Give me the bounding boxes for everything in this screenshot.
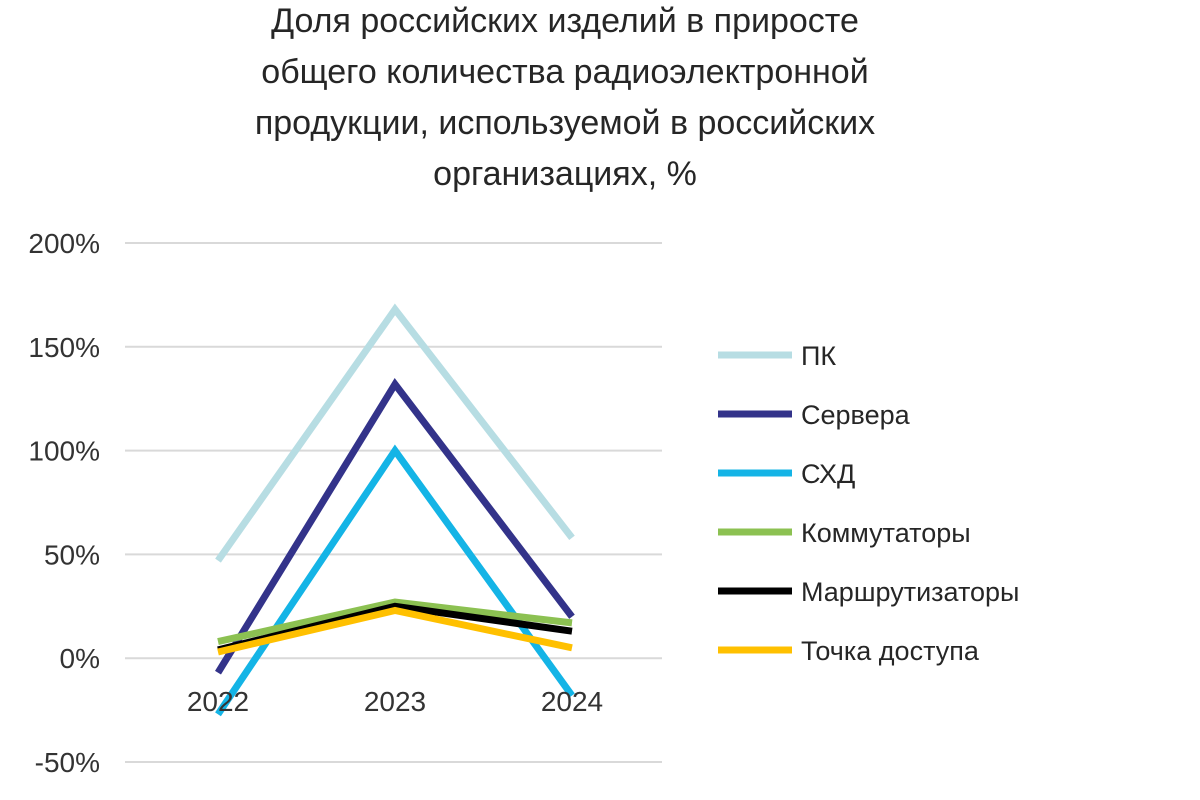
series-lines xyxy=(215,303,575,717)
legend-label: Точка доступа xyxy=(801,636,980,666)
chart-title-line: продукции, используемой в российских xyxy=(255,104,875,142)
y-tick-label: 200% xyxy=(28,228,100,259)
series-line-4 xyxy=(217,598,573,646)
y-axis-ticks: -50% 0% 50% 100% 150% 200% xyxy=(28,228,100,778)
series-line-2 xyxy=(215,378,575,675)
series-line-1 xyxy=(215,303,575,563)
x-tick-label: 2022 xyxy=(187,686,249,717)
chart-title-line: организациях, % xyxy=(433,155,697,193)
legend: ПК Сервера СХД Коммутаторы Маршрутизаторы Точ… xyxy=(718,341,1019,666)
y-tick-label: 50% xyxy=(44,539,100,570)
chart-title: Доля российских изделий в приросте общего… xyxy=(255,2,875,193)
chart-title-line: общего количества радиоэлектронной xyxy=(261,53,868,91)
x-tick-label: 2023 xyxy=(364,686,426,717)
x-tick-label: 2024 xyxy=(541,686,603,717)
y-tick-label: -50% xyxy=(35,747,100,778)
y-tick-label: 150% xyxy=(28,332,100,363)
x-axis-ticks: 2022 2023 2024 xyxy=(187,686,603,717)
chart-title-line: Доля российских изделий в приросте xyxy=(271,2,859,40)
legend-label: Сервера xyxy=(801,400,911,430)
legend-label: Маршрутизаторы xyxy=(801,577,1019,607)
series-line-6 xyxy=(217,606,573,656)
legend-label: СХД xyxy=(801,459,855,489)
legend-label: Коммутаторы xyxy=(801,518,971,548)
y-tick-label: 100% xyxy=(28,436,100,467)
legend-label: ПК xyxy=(801,341,836,371)
y-tick-label: 0% xyxy=(60,643,100,674)
gridlines xyxy=(125,242,662,763)
